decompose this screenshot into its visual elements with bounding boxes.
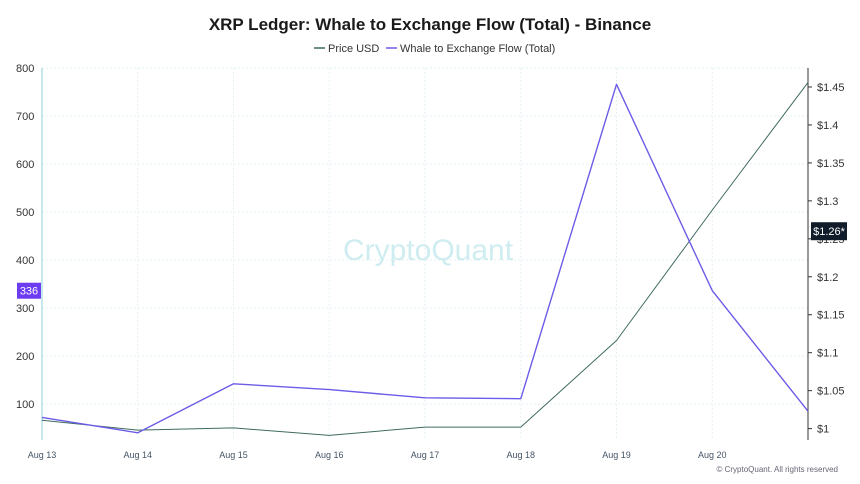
- watermark: CryptoQuant: [343, 234, 514, 267]
- right-axis-ticks: $1$1.05$1.1$1.15$1.2$1.25$1.3$1.35$1.4$1…: [808, 82, 845, 436]
- right-value-badge: [811, 222, 847, 241]
- series-lines: [41, 82, 809, 436]
- series-line-flow[interactable]: [41, 83, 809, 434]
- left-value-badge-text: 336: [20, 286, 38, 298]
- left-tick-label: 600: [16, 159, 34, 171]
- legend-entry-flow[interactable]: Whale to Exchange Flow (Total): [400, 43, 555, 55]
- left-tick-label: 100: [16, 399, 34, 411]
- left-tick-label: 400: [16, 255, 34, 267]
- x-tick-label: Aug 19: [602, 450, 631, 460]
- right-tick-label: $1.05: [817, 386, 845, 398]
- left-tick-label: 300: [16, 303, 34, 315]
- right-tick-label: $1.35: [817, 158, 845, 170]
- x-tick-label: Aug 17: [411, 450, 440, 460]
- right-tick-label: $1.45: [817, 82, 845, 94]
- x-tick-label: Aug 16: [315, 450, 344, 460]
- legend-entry-price[interactable]: Price USD: [328, 43, 379, 55]
- grid: [42, 67, 808, 440]
- right-tick-label: $1.1: [817, 348, 838, 360]
- chart-title: XRP Ledger: Whale to Exchange Flow (Tota…: [209, 15, 651, 34]
- x-tick-label: Aug 15: [219, 450, 248, 460]
- right-tick-label: $1.15: [817, 310, 845, 322]
- x-axis-ticks: Aug 13 Aug 14 Aug 15 Aug 16 Aug 17 Aug 18 Aug …: [28, 450, 727, 460]
- left-axis-ticks: 100 200 300 400 500 600 700 800: [16, 63, 34, 411]
- left-value-badge: [17, 282, 41, 299]
- value-badges: 336 $1.26*: [17, 222, 847, 299]
- right-tick-label: $1.3: [817, 196, 838, 208]
- left-tick-label: 700: [16, 111, 34, 123]
- x-tick-label: Aug 13: [28, 450, 57, 460]
- x-tick-label: Aug 14: [123, 450, 152, 460]
- right-value-badge-text: $1.26*: [813, 226, 846, 238]
- right-tick-label: $1.4: [817, 120, 838, 132]
- series-line-price[interactable]: [41, 82, 809, 436]
- right-tick-label: $1: [817, 424, 829, 436]
- right-tick-label: $1.2: [817, 272, 838, 284]
- x-tick-label: Aug 18: [506, 450, 535, 460]
- copyright: © CryptoQuant. All rights reserved: [717, 465, 839, 474]
- left-tick-label: 800: [16, 63, 34, 75]
- left-tick-label: 500: [16, 207, 34, 219]
- legend: Price USD Whale to Exchange Flow (Total): [314, 43, 555, 55]
- axes: [41, 68, 809, 440]
- left-tick-label: 200: [16, 351, 34, 363]
- x-tick-label: Aug 20: [698, 450, 727, 460]
